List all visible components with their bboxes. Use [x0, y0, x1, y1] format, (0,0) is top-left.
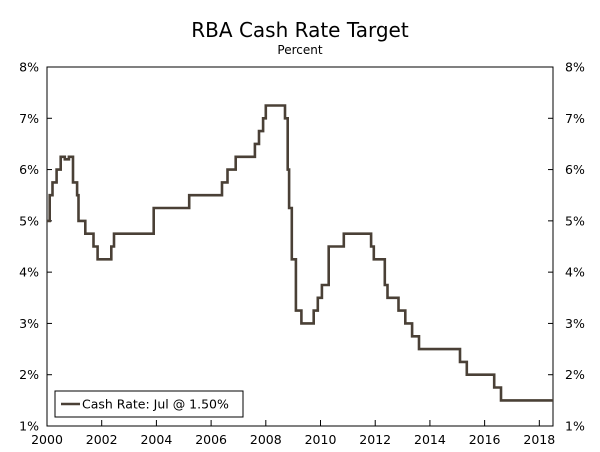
legend-box: [54, 390, 244, 418]
series-line-cash-rate: [47, 104, 553, 402]
y-tick-left-label: 7%: [19, 111, 39, 126]
y-tick-left-label: 1%: [19, 419, 39, 434]
x-tick-label: 2014: [414, 432, 446, 447]
y-tick-left-label: 8%: [19, 60, 39, 75]
y-tick-left-label: 3%: [19, 316, 39, 331]
x-tick-label: 2000: [31, 432, 63, 447]
y-tick-right-label: 2%: [565, 367, 585, 382]
y-tick-right-label: 7%: [565, 111, 585, 126]
chart-subtitle: Percent: [277, 43, 322, 57]
x-tick-label: 2010: [305, 432, 337, 447]
x-tick-label: 2008: [250, 432, 282, 447]
y-tick-right-label: 1%: [565, 419, 585, 434]
y-tick-left-label: 5%: [19, 213, 39, 228]
legend-label: Cash Rate: Jul @ 1.50%: [82, 397, 229, 412]
legend: Cash Rate: Jul @ 1.50%: [54, 390, 244, 418]
y-tick-left-label: 6%: [19, 162, 39, 177]
y-tick-right-label: 8%: [565, 60, 585, 75]
y-axis-left: 1% 2% 3% 4% 5% 6% 7% 8%: [19, 60, 52, 434]
y-tick-left-label: 2%: [19, 367, 39, 382]
y-tick-right-label: 6%: [565, 162, 585, 177]
y-axis-right: 1% 2% 3% 4% 5% 6% 7% 8%: [548, 60, 585, 434]
x-tick-label: 2004: [140, 432, 172, 447]
x-tick-label: 2006: [195, 432, 227, 447]
x-tick-label: 2012: [359, 432, 391, 447]
y-tick-right-label: 3%: [565, 316, 585, 331]
y-tick-left-label: 4%: [19, 265, 39, 280]
x-tick-label: 2016: [469, 432, 501, 447]
y-tick-right-label: 4%: [565, 265, 585, 280]
x-tick-label: 2002: [86, 432, 118, 447]
y-tick-right-label: 5%: [565, 213, 585, 228]
x-tick-label: 2018: [523, 432, 555, 447]
chart-title: RBA Cash Rate Target: [191, 18, 409, 42]
x-axis: 2000 2002 2004 2006 2008 2010 2012 2014 2016 2018: [31, 420, 555, 447]
plot-area-frame: [46, 66, 554, 427]
